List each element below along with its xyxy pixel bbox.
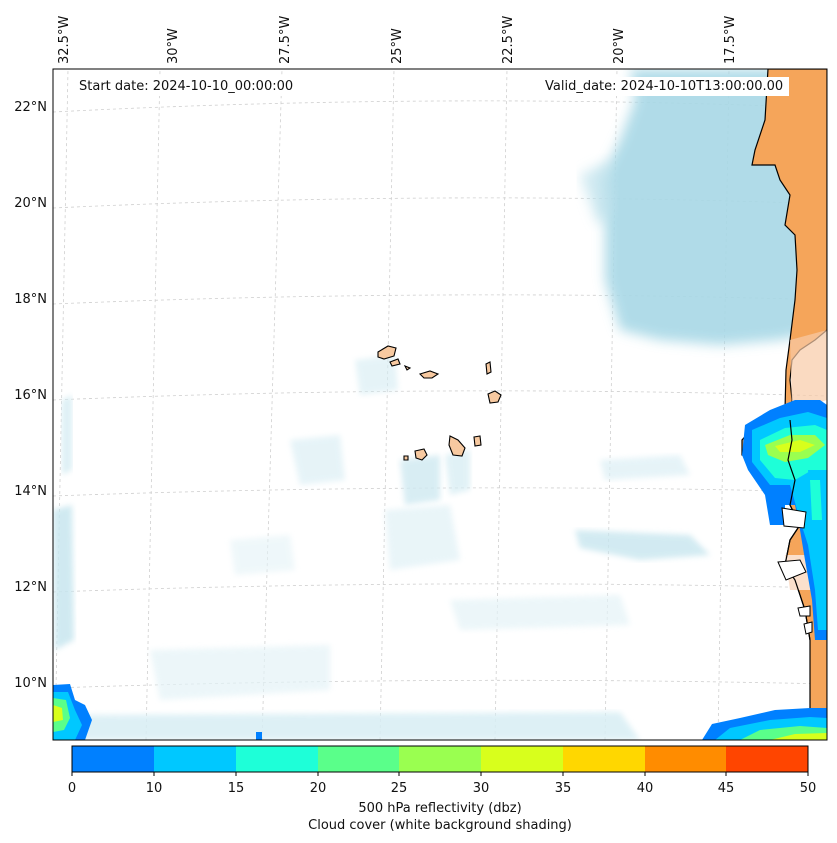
colorbar-segment	[481, 746, 563, 772]
lon-label: 32.5°W	[57, 16, 72, 64]
colorbar-tick: 20	[310, 781, 327, 796]
colorbar-segment	[318, 746, 399, 772]
cape-verde-islands	[377, 345, 502, 461]
lat-label: 10°N	[14, 676, 47, 691]
colorbar-segment	[154, 746, 236, 772]
map-frame	[52, 68, 828, 741]
colorbar-tick: 50	[800, 781, 817, 796]
reflectivity-southwest	[53, 684, 262, 740]
lon-label: 20°W	[612, 28, 627, 64]
colorbar-segment	[399, 746, 481, 772]
lat-label: 16°N	[14, 388, 47, 403]
colorbar-tick: 45	[718, 781, 735, 796]
coastal-islands	[777, 507, 813, 635]
colorbar-tick: 10	[146, 781, 163, 796]
longitude-labels: 32.5°W 30°W 27.5°W 25°W 22.5°W 20°W 17.5…	[57, 16, 738, 64]
colorbar-segment	[236, 746, 318, 772]
valid-date-label: Valid_date: 2024-10-10T13:00:00.00	[539, 77, 790, 96]
lon-label: 22.5°W	[501, 16, 516, 64]
lat-label: 14°N	[14, 484, 47, 499]
colorbar-tick: 30	[473, 781, 490, 796]
lon-label: 17.5°W	[723, 16, 738, 64]
colorbar-tick: 25	[391, 781, 408, 796]
colorbar-segment	[726, 746, 808, 772]
lat-label: 12°N	[14, 580, 47, 595]
colorbar-tick: 35	[555, 781, 572, 796]
colorbar-segment	[72, 746, 154, 772]
colorbar-segment	[563, 746, 645, 772]
lat-label: 18°N	[14, 292, 47, 307]
latitude-labels: 22°N 20°N 18°N 16°N 14°N 12°N 10°N	[14, 100, 47, 691]
lon-label: 27.5°W	[278, 16, 293, 64]
colorbar-segment	[645, 746, 726, 772]
lat-label: 20°N	[14, 196, 47, 211]
start-date-label: Start date: 2024-10-10_00:00:00	[73, 77, 300, 96]
colorbar-tick: 0	[68, 781, 76, 796]
lat-label: 22°N	[14, 100, 47, 115]
colorbar-tick: 15	[228, 781, 245, 796]
colorbar: 0 10 15 20 25 30 35 40 45 50	[68, 745, 817, 796]
colorbar-sublabel: Cloud cover (white background shading)	[308, 818, 572, 833]
lon-label: 30°W	[166, 28, 181, 64]
colorbar-tick: 40	[637, 781, 654, 796]
colorbar-label: 500 hPa reflectivity (dbz)	[358, 801, 522, 816]
reflectivity-southeast	[702, 708, 827, 740]
lon-label: 25°W	[390, 28, 405, 64]
